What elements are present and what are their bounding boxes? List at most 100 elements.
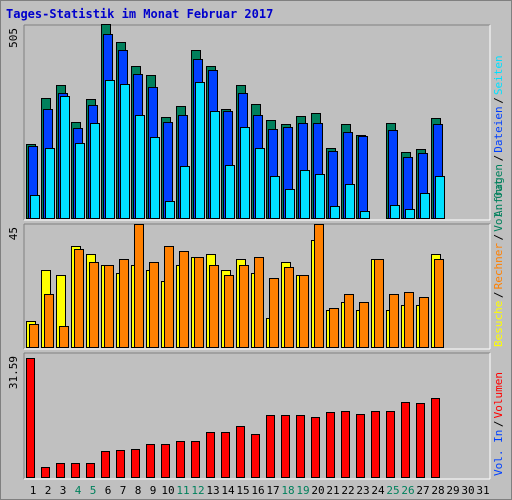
bar-dateien bbox=[358, 136, 368, 219]
x-tick-label: 12 bbox=[191, 484, 204, 497]
bar-volumen bbox=[176, 441, 185, 478]
x-tick-label: 27 bbox=[416, 484, 429, 497]
bar-seiten bbox=[270, 176, 280, 219]
legend-dateien: Dateien bbox=[492, 106, 505, 152]
bar-seiten bbox=[165, 201, 175, 219]
x-tick-label: 31 bbox=[476, 484, 489, 497]
bar-rechner bbox=[74, 249, 84, 348]
bar-volumen bbox=[416, 403, 425, 478]
bar-seiten bbox=[135, 115, 145, 219]
x-tick-label: 16 bbox=[251, 484, 264, 497]
bar-rechner bbox=[209, 265, 219, 348]
x-tick-label: 6 bbox=[105, 484, 112, 497]
bar-volumen bbox=[131, 449, 140, 478]
bar-volumen bbox=[56, 463, 65, 478]
bar-volumen bbox=[296, 415, 305, 478]
bar-seiten bbox=[315, 174, 325, 219]
x-tick-label: 17 bbox=[266, 484, 279, 497]
bar-rechner bbox=[89, 262, 99, 348]
x-tick-label: 29 bbox=[446, 484, 459, 497]
bar-seiten bbox=[105, 80, 115, 219]
x-tick-label: 20 bbox=[311, 484, 324, 497]
bar-seiten bbox=[60, 96, 70, 219]
x-tick-label: 11 bbox=[176, 484, 189, 497]
bar-seiten bbox=[150, 137, 160, 219]
bar-seiten bbox=[420, 193, 430, 219]
bar-seiten bbox=[90, 123, 100, 219]
bar-rechner bbox=[29, 324, 39, 348]
legend-volumen: Volumen bbox=[492, 372, 505, 418]
bar-seiten bbox=[120, 84, 130, 219]
bar-volumen bbox=[251, 434, 260, 478]
bar-volumen bbox=[86, 463, 95, 478]
bar-volumen bbox=[371, 411, 380, 478]
x-tick-label: 24 bbox=[371, 484, 385, 497]
bar-volumen bbox=[41, 467, 50, 478]
legend-separator: / bbox=[492, 291, 505, 298]
y-axis-max-label: 31.59 bbox=[7, 356, 20, 389]
x-tick-label: 21 bbox=[326, 484, 339, 497]
bar-volumen bbox=[401, 402, 410, 478]
bar-rechner bbox=[239, 265, 249, 348]
x-tick-label: 23 bbox=[356, 484, 369, 497]
bar-rechner bbox=[104, 265, 114, 348]
x-tick-label: 9 bbox=[150, 484, 157, 497]
x-tick-label: 5 bbox=[90, 484, 97, 497]
bar-seiten bbox=[240, 127, 250, 219]
bar-seiten bbox=[180, 166, 190, 219]
bar-volumen bbox=[191, 441, 200, 478]
bar-seiten bbox=[390, 205, 400, 219]
bar-volumen bbox=[431, 398, 440, 478]
legend-vol-in: Vol. In bbox=[492, 430, 505, 476]
x-tick-label: 28 bbox=[431, 484, 444, 497]
x-tick-label: 1 bbox=[30, 484, 37, 497]
bar-rechner bbox=[344, 294, 354, 348]
bar-rechner bbox=[149, 262, 159, 348]
bar-seiten bbox=[255, 148, 265, 219]
bar-volumen bbox=[116, 450, 125, 478]
x-tick-label: 26 bbox=[401, 484, 414, 497]
bar-rechner bbox=[329, 308, 339, 348]
legend-separator: / bbox=[492, 97, 505, 104]
x-tick-label: 2 bbox=[45, 484, 52, 497]
bar-volumen bbox=[206, 432, 215, 478]
bar-volumen bbox=[326, 412, 335, 478]
bar-rechner bbox=[224, 275, 234, 348]
bar-rechner bbox=[134, 224, 144, 348]
bar-rechner bbox=[284, 267, 294, 348]
bar-seiten bbox=[225, 165, 235, 219]
x-tick-label: 10 bbox=[161, 484, 174, 497]
bar-rechner bbox=[164, 246, 174, 348]
x-tick-label: 4 bbox=[75, 484, 82, 497]
bar-rechner bbox=[359, 302, 369, 348]
legend-rechner: Rechner bbox=[492, 243, 505, 290]
bar-rechner bbox=[374, 259, 384, 348]
bar-seiten bbox=[405, 209, 415, 219]
bar-rechner bbox=[179, 251, 189, 348]
legend-separator: / bbox=[492, 420, 505, 427]
bar-seiten bbox=[360, 211, 370, 219]
bar-seiten bbox=[345, 184, 355, 219]
bar-rechner bbox=[434, 259, 444, 348]
legend-seiten: Seiten bbox=[492, 55, 505, 95]
x-tick-label: 25 bbox=[386, 484, 399, 497]
bar-volumen bbox=[26, 358, 35, 478]
bar-rechner bbox=[299, 275, 309, 348]
x-tick-label: 30 bbox=[461, 484, 474, 497]
bar-seiten bbox=[300, 170, 310, 219]
x-tick-label: 15 bbox=[236, 484, 249, 497]
bar-seiten bbox=[435, 176, 445, 219]
y-axis-max-label: 45 bbox=[7, 227, 20, 240]
legend-separator: / bbox=[492, 234, 505, 241]
bar-volumen bbox=[71, 463, 80, 478]
bar-volumen bbox=[386, 411, 395, 478]
legend-vol-out: Vol. Out bbox=[492, 179, 505, 232]
x-tick-label: 19 bbox=[296, 484, 309, 497]
x-tick-label: 22 bbox=[341, 484, 354, 497]
x-tick-label: 7 bbox=[120, 484, 127, 497]
bar-seiten bbox=[330, 206, 340, 219]
bar-volumen bbox=[236, 426, 245, 478]
bar-seiten bbox=[285, 189, 295, 219]
x-tick-label: 8 bbox=[135, 484, 142, 497]
